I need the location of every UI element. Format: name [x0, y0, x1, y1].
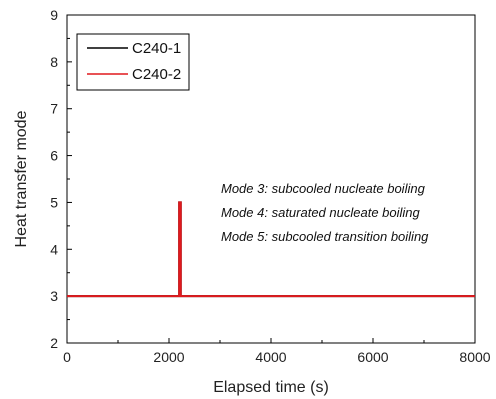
- y-tick-label-8: 8: [50, 54, 58, 70]
- series-layer: [67, 201, 475, 298]
- y-tick-label-4: 4: [50, 241, 58, 257]
- y-tick-label-5: 5: [50, 194, 58, 210]
- annotation-mode-5: Mode 5: subcooled transition boiling: [221, 229, 429, 244]
- x-tick-label-6000: 6000: [357, 349, 388, 365]
- annotation-mode-4: Mode 4: saturated nucleate boiling: [221, 205, 421, 220]
- annotation-mode-3: Mode 3: subcooled nucleate boiling: [221, 181, 426, 196]
- y-axis-title: Heat transfer mode: [13, 110, 30, 247]
- legend-label-c240-1: C240-1: [132, 40, 181, 57]
- series-line-c240-2: [67, 201, 475, 298]
- x-tick-label-0: 0: [63, 349, 71, 365]
- legend: C240-1 C240-2: [76, 33, 190, 91]
- y-tick-label-6: 6: [50, 148, 58, 164]
- y-tick-label-9: 9: [50, 7, 58, 23]
- axes-layer: 0 2000 4000 6000 8000 2 3 4 5 6 7 8 9: [50, 7, 491, 365]
- x-tick-label-2000: 2000: [153, 349, 184, 365]
- annotation-block: Mode 3: subcooled nucleate boiling Mode …: [221, 181, 429, 244]
- legend-label-c240-2: C240-2: [132, 66, 181, 83]
- y-tick-label-2: 2: [50, 335, 58, 351]
- legend-box: [76, 33, 190, 91]
- y-tick-label-3: 3: [50, 288, 58, 304]
- x-axis-title: Elapsed time (s): [213, 379, 329, 396]
- x-tick-label-4000: 4000: [255, 349, 286, 365]
- x-tick-label-8000: 8000: [459, 349, 490, 365]
- y-tick-label-7: 7: [50, 101, 58, 117]
